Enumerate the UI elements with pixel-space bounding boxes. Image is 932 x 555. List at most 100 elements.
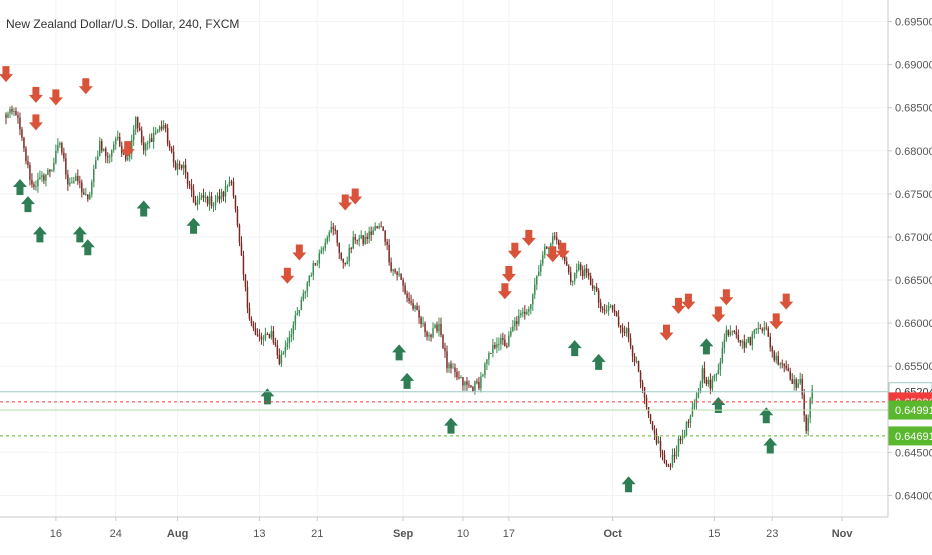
candle-body [296,313,299,316]
candle [280,350,283,368]
candle [546,246,548,250]
candle [472,385,474,393]
candle-body [496,344,498,348]
candle [575,263,578,279]
candle-body [767,328,770,337]
candle [382,226,384,232]
candle-body [542,255,544,264]
candle-body [260,336,263,340]
candle [655,428,658,446]
candle-body [643,387,646,398]
candle [310,272,313,278]
down-arrow-icon [555,242,570,259]
candle-body [220,191,223,200]
candle-body [316,263,319,265]
candle [386,238,388,251]
candle-body [105,148,107,157]
candle [583,264,586,279]
candle [73,176,75,185]
candle-body [258,335,261,337]
candle [366,232,368,244]
candle [797,379,799,389]
candle [414,304,416,312]
candle [623,325,626,337]
candle [356,239,358,245]
candle [152,126,155,149]
candle [148,133,151,149]
candle-body [272,331,275,343]
candle [270,325,273,340]
candle [354,233,356,244]
candle [548,246,550,256]
down-arrow-icon [48,89,63,106]
y-tick-label: 0.68500 [895,103,932,115]
down-arrow-icon [521,229,536,246]
candle-body [416,305,418,311]
candle [679,435,682,445]
candle-body [711,378,714,389]
candle-body [554,236,556,238]
candle [316,260,319,267]
candle-body [136,117,139,128]
candle [657,436,660,444]
candle-body [587,272,590,276]
candle-body [406,293,408,298]
candle [35,180,37,191]
candle [510,327,512,338]
y-tick-label: 0.68000 [895,146,932,158]
candle [645,394,648,410]
candle-body [204,197,207,199]
candle [118,132,121,148]
candle-body [228,181,231,187]
candle [43,173,45,184]
down-arrow-icon [681,293,696,310]
candle [304,290,307,299]
candle [412,299,414,311]
candle-body [428,334,430,337]
candle-body [577,264,580,270]
candle-body [743,341,746,348]
candle [699,380,702,394]
candle-body [737,335,740,341]
candle-body [47,169,49,175]
candle [45,173,47,187]
up-arrow-icon [260,388,275,405]
candle-body [236,208,239,225]
candle-body [480,376,482,389]
candle-body [436,324,438,332]
candle-body [238,224,241,243]
candle [482,373,484,377]
candle [729,325,732,337]
candle-body [629,338,632,347]
up-arrow-icon [12,178,27,195]
candle [158,125,161,133]
candle [753,329,756,339]
candle-body [248,307,251,319]
candle [781,359,783,369]
candle-body [536,275,538,285]
candle [348,244,350,267]
candle-body [402,279,404,286]
candle-body [691,407,694,417]
candle [745,338,748,349]
candle [581,265,584,280]
candle [801,373,803,400]
candle [715,372,718,382]
candle [799,372,801,385]
candle [15,107,17,116]
candle-body [486,359,488,364]
candle [681,429,684,444]
candle [99,137,101,157]
candle [695,392,698,410]
candle [432,322,434,339]
candle-body [693,403,696,408]
candle [11,105,13,115]
candle [302,289,305,302]
candle [627,321,630,343]
candle-body [532,294,534,305]
candle [522,307,524,318]
candle [328,230,331,242]
candle [85,187,87,196]
candle [63,147,65,162]
candle-body [326,237,329,243]
